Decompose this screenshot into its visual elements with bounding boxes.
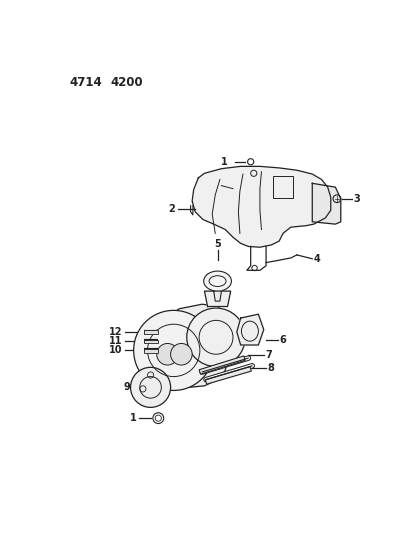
Ellipse shape: [204, 271, 231, 291]
Polygon shape: [214, 291, 222, 301]
Text: 12: 12: [109, 327, 123, 337]
Bar: [144, 340, 158, 343]
Text: 4714: 4714: [69, 76, 102, 89]
Text: 8: 8: [268, 363, 275, 373]
Text: 7: 7: [265, 350, 272, 360]
Text: 6: 6: [279, 335, 286, 345]
Circle shape: [171, 343, 192, 365]
Bar: [144, 349, 158, 353]
Circle shape: [131, 367, 171, 407]
Text: 10: 10: [109, 345, 123, 356]
Text: 2: 2: [169, 204, 175, 214]
Text: 4200: 4200: [110, 76, 143, 89]
Polygon shape: [204, 291, 231, 306]
Text: 11: 11: [109, 336, 123, 346]
Polygon shape: [312, 183, 341, 224]
Circle shape: [187, 308, 245, 367]
Bar: [144, 330, 158, 334]
Circle shape: [134, 310, 214, 391]
Bar: [273, 176, 293, 198]
Text: 4: 4: [314, 254, 321, 264]
Polygon shape: [205, 367, 251, 384]
Text: 9: 9: [124, 382, 131, 392]
Text: 1: 1: [221, 157, 228, 167]
Polygon shape: [199, 356, 245, 374]
Polygon shape: [237, 314, 264, 345]
Text: 3: 3: [353, 193, 360, 204]
Text: 1: 1: [130, 413, 137, 423]
Polygon shape: [192, 166, 331, 247]
Polygon shape: [158, 304, 233, 387]
Text: 5: 5: [214, 239, 221, 249]
Circle shape: [157, 343, 178, 365]
